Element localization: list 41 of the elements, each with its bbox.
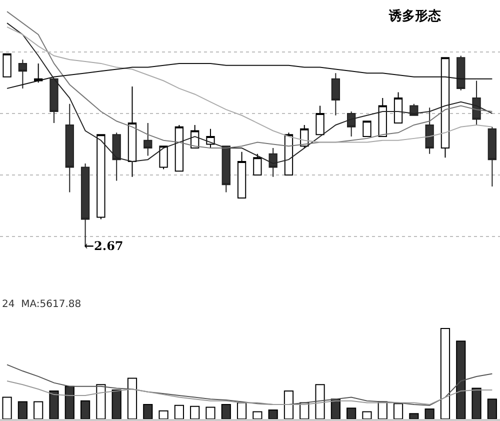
candlestick	[440, 57, 450, 158]
candlestick	[284, 132, 294, 176]
bar	[346, 408, 356, 419]
candlestick	[488, 126, 497, 188]
candlestick	[159, 146, 168, 170]
bar	[330, 398, 340, 419]
bar	[49, 390, 59, 419]
candlestick	[347, 111, 356, 138]
bar	[424, 408, 434, 419]
candlestick	[331, 72, 340, 116]
bar	[409, 413, 419, 419]
candlestick	[472, 80, 481, 126]
candlestick	[18, 59, 28, 89]
candlestick	[2, 53, 12, 78]
bar	[112, 390, 122, 419]
annotation: ←2.67	[84, 239, 124, 253]
candlestick	[174, 124, 184, 172]
bar	[64, 386, 74, 419]
bar	[143, 404, 153, 419]
candlestick	[394, 92, 403, 124]
candlestick	[96, 134, 106, 220]
candlestick	[456, 55, 466, 91]
candlestick	[144, 122, 152, 156]
text: 24 MA:5617.88	[2, 299, 82, 310]
bar	[80, 400, 90, 419]
candlestick	[128, 86, 137, 178]
candlestick	[253, 153, 262, 176]
chart-title: 诱多形态	[388, 8, 442, 24]
bar	[456, 340, 466, 419]
bar	[18, 401, 28, 419]
bar	[472, 388, 482, 419]
candlestick	[316, 105, 324, 136]
candlestick	[362, 120, 372, 138]
bar	[487, 398, 497, 419]
candlestick	[65, 103, 74, 193]
bar	[221, 404, 231, 419]
candlestick	[50, 78, 58, 124]
candlestick	[378, 98, 387, 138]
candlestick	[425, 107, 434, 154]
bar	[268, 409, 278, 419]
candlestick	[237, 151, 246, 199]
